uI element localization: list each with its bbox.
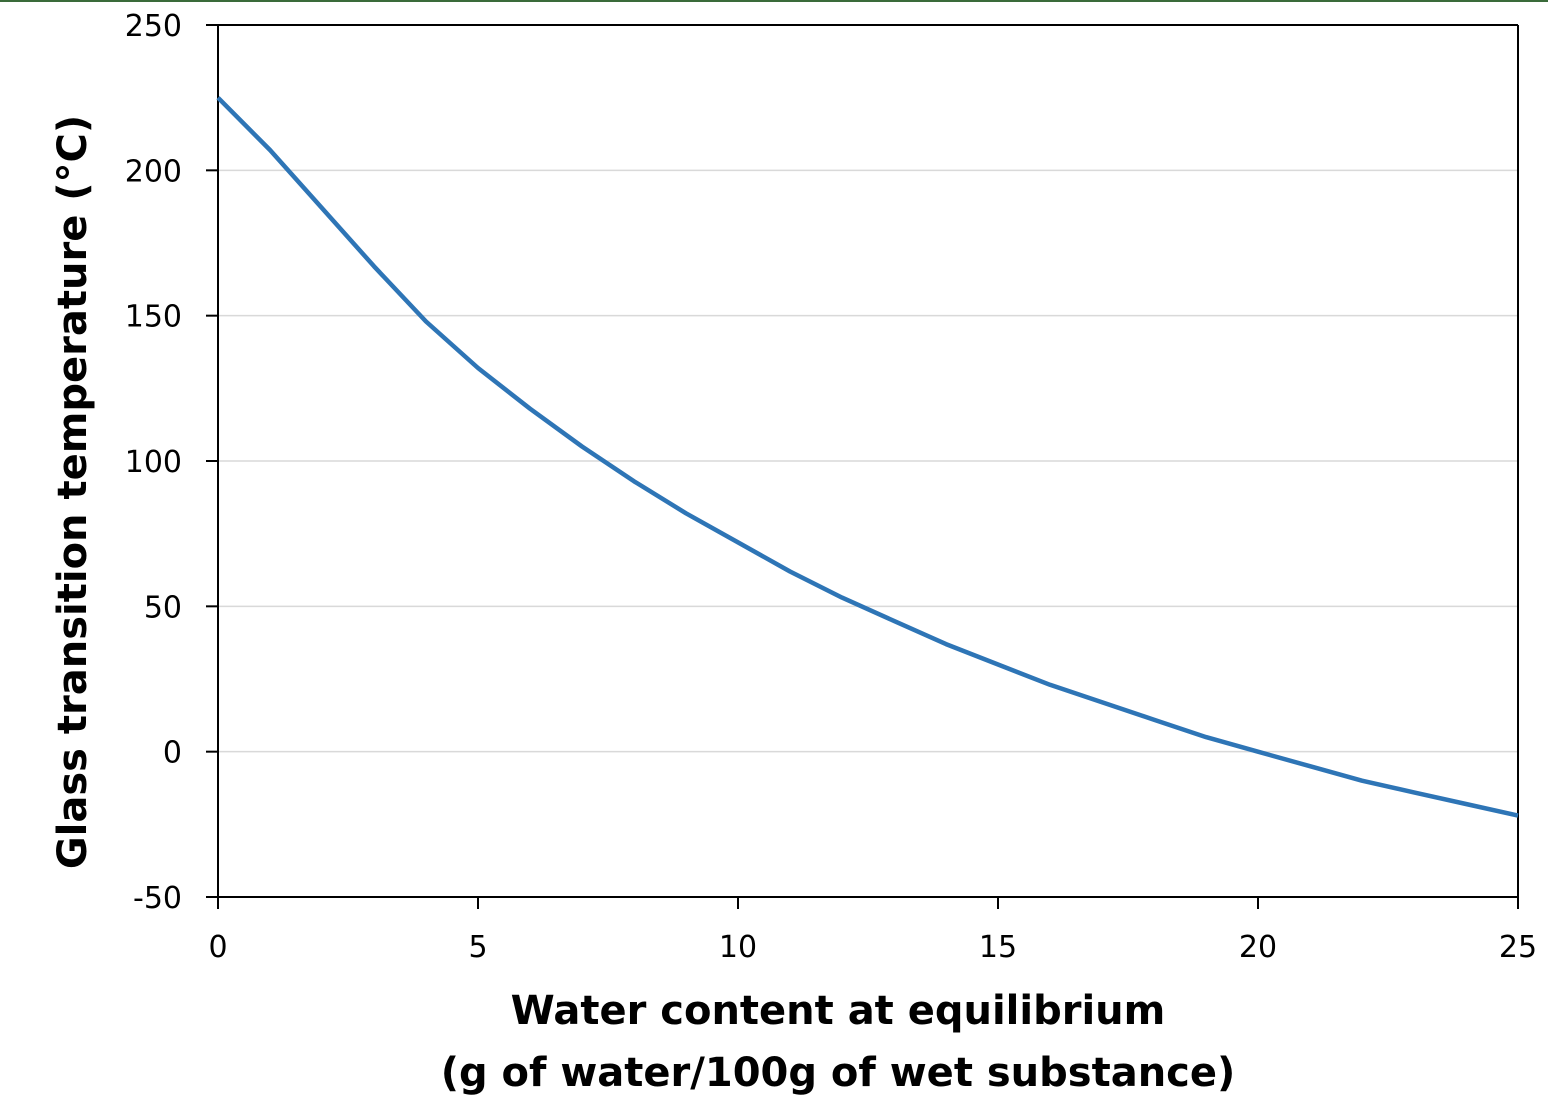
x-tick-label: 10	[719, 930, 757, 965]
y-tick-label: 150	[125, 300, 182, 335]
series-line	[216, 96, 1519, 818]
y-tick-label: 0	[163, 736, 182, 771]
y-axis-title: Glass transition temperature (°C)	[50, 115, 96, 869]
x-tick-label: 25	[1499, 930, 1537, 965]
x-tick-label: 5	[468, 930, 487, 965]
gridlines	[218, 169, 1518, 753]
x-axis-title: Water content at equilibrium	[511, 988, 1166, 1034]
y-tick-label: 100	[125, 445, 182, 480]
y-tick-label: 50	[144, 590, 182, 625]
x-tick-label: 0	[208, 930, 227, 965]
x-axis-ticks: 0 5 10 15 20 25	[208, 897, 1537, 965]
x-tick-label: 15	[979, 930, 1017, 965]
x-tick-label: 20	[1239, 930, 1277, 965]
axes	[217, 24, 1519, 909]
y-tick-label: -50	[133, 881, 182, 916]
top-border	[0, 0, 1548, 2]
y-tick-label: 200	[125, 154, 182, 189]
y-axis-ticks: 250 200 150 100 50 0 -50	[125, 9, 218, 916]
y-tick-label: 250	[125, 9, 182, 44]
x-axis-title-line2: (g of water/100g of wet substance)	[441, 1050, 1236, 1096]
